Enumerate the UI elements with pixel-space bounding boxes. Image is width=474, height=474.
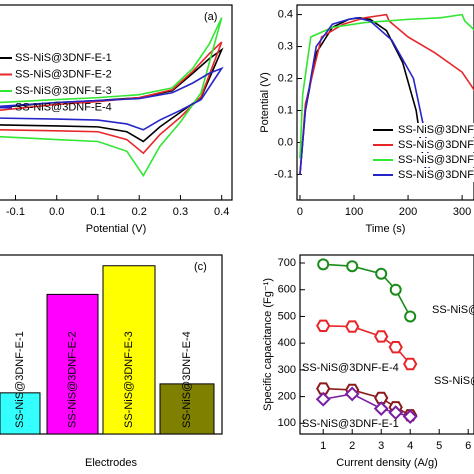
x-axis-label: Current density (A/g) bbox=[336, 457, 437, 469]
legend-bg bbox=[371, 138, 474, 152]
plot-frame bbox=[0, 4, 233, 201]
bar bbox=[0, 392, 41, 435]
legend-bg bbox=[371, 168, 474, 182]
legend-label: SS-NiS@3DNF-E-2 bbox=[398, 139, 474, 151]
marker bbox=[315, 391, 331, 407]
x-tick-label: 6 bbox=[465, 440, 471, 452]
bar-category-label: SS-NiS@3DNF-E-1 bbox=[14, 331, 26, 428]
y-tick-label: 700 bbox=[278, 257, 296, 269]
plot-area bbox=[299, 13, 474, 175]
marker bbox=[403, 357, 418, 371]
marker bbox=[317, 258, 330, 271]
x-axis-label: Electrodes bbox=[85, 457, 137, 469]
y-tick-label: 0.2 bbox=[278, 72, 293, 84]
plot-area: SS-NiS@3DNF-E-1 SS-NiS@3DNF-E-2 SS-NiS@3DN… bbox=[0, 265, 215, 435]
plot-frame bbox=[299, 254, 474, 435]
x-tick-label: 0.4 bbox=[214, 206, 229, 218]
marker bbox=[345, 320, 360, 333]
bar-category-label: SS-NiS@3DNF-E-2 bbox=[66, 331, 78, 428]
y-tick-label: 600 bbox=[278, 284, 296, 296]
x-tick-label: 300 bbox=[453, 206, 471, 218]
legend-bg bbox=[371, 123, 474, 137]
series-annotation: SS-NiS@3DNF-E-4 bbox=[302, 362, 399, 374]
marker bbox=[388, 405, 404, 421]
marker bbox=[346, 260, 359, 273]
y-tick-label: 200 bbox=[278, 391, 296, 403]
y-tick-label: 0.1 bbox=[278, 104, 293, 116]
panel-label: (a) bbox=[204, 11, 217, 23]
y-tick-label: 400 bbox=[278, 337, 296, 349]
legend-label: SS-NiS@3DNF-E-4 bbox=[398, 169, 474, 181]
marker bbox=[374, 330, 389, 343]
legend-bg bbox=[371, 153, 474, 167]
series-line bbox=[0, 66, 224, 131]
legend-label: SS-NiS@3DNF-E-4 bbox=[15, 101, 112, 113]
y-axis-label: Potential (V) bbox=[259, 72, 271, 133]
y-tick-label: 300 bbox=[278, 364, 296, 376]
x-tick-label: 3 bbox=[378, 440, 384, 452]
marker bbox=[316, 319, 331, 332]
plot-area bbox=[315, 258, 418, 425]
marker bbox=[402, 409, 418, 425]
y-axis-label: Specific capacitance (Fg⁻¹) bbox=[262, 278, 274, 411]
marker bbox=[404, 310, 417, 323]
x-axis-label: Time (s) bbox=[366, 223, 406, 235]
legend-label: SS-NiS@3DNF-E-1 bbox=[398, 124, 474, 136]
bar bbox=[159, 383, 215, 435]
y-tick-label: 100 bbox=[278, 417, 296, 429]
marker bbox=[389, 283, 402, 296]
marker bbox=[344, 386, 360, 402]
x-tick-label: 0 bbox=[297, 206, 303, 218]
x-tick-label: 4 bbox=[407, 440, 413, 452]
x-tick-label: 0.1 bbox=[90, 206, 105, 218]
bar-category-label: SS-NiS@3DNF-E-4 bbox=[181, 331, 193, 428]
series-annotation: SS-NiS@3DNF-E-3 bbox=[432, 304, 474, 316]
marker bbox=[388, 340, 403, 354]
x-tick-label: 1 bbox=[320, 440, 326, 452]
bar bbox=[46, 293, 99, 435]
marker bbox=[373, 401, 389, 417]
legend-label: SS-NiS@3DNF-E-3 bbox=[15, 85, 112, 97]
y-tick-label: 0.3 bbox=[278, 40, 293, 52]
legend-label: SS-NiS@3DNF-E-1 bbox=[15, 52, 112, 64]
bar-category-label: SS-NiS@3DNF-E-3 bbox=[123, 331, 135, 428]
plot-frame bbox=[296, 4, 474, 201]
marker bbox=[374, 391, 389, 405]
x-tick-label: 100 bbox=[345, 206, 363, 218]
x-axis-label: Potential (V) bbox=[86, 223, 147, 235]
y-tick-label: 0.4 bbox=[278, 8, 293, 20]
y-tick-label: 0.0 bbox=[278, 136, 293, 148]
legend-label: SS-NiS@3DNF-E-2 bbox=[15, 68, 112, 80]
marker bbox=[316, 382, 331, 395]
x-tick-label: 200 bbox=[399, 206, 417, 218]
x-tick-label: 0.3 bbox=[173, 206, 188, 218]
panel-label: (c) bbox=[194, 261, 207, 273]
x-tick-label: -0.1 bbox=[6, 206, 25, 218]
x-tick-label: 2 bbox=[349, 440, 355, 452]
bar bbox=[102, 265, 156, 435]
series-line bbox=[299, 13, 474, 159]
series-annotation: SS-NiS@3DNF-E-2 bbox=[434, 375, 474, 387]
series-annotation: SS-NiS@3DNF-E-1 bbox=[302, 418, 399, 430]
legend-label: SS-NiS@3DNF-E-3 bbox=[398, 154, 474, 166]
y-tick-label: 500 bbox=[278, 310, 296, 322]
y-tick-label: -0.1 bbox=[274, 168, 293, 180]
x-tick-label: 5 bbox=[436, 440, 442, 452]
marker bbox=[375, 267, 388, 280]
x-tick-label: 0.0 bbox=[49, 206, 64, 218]
plot-area bbox=[0, 17, 224, 178]
series-line bbox=[0, 17, 223, 178]
x-tick-label: 0.2 bbox=[132, 206, 147, 218]
series-line bbox=[299, 16, 431, 175]
